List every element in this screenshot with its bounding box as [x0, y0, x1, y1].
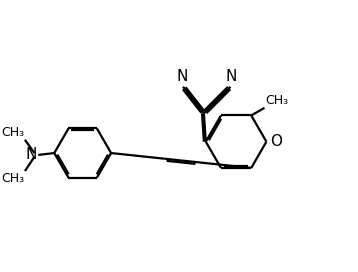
Text: CH₃: CH₃	[265, 94, 289, 107]
Text: CH₃: CH₃	[1, 172, 24, 185]
Text: O: O	[270, 134, 282, 149]
Text: N: N	[176, 69, 188, 84]
Text: N: N	[26, 147, 37, 162]
Text: CH₃: CH₃	[1, 126, 24, 139]
Text: N: N	[226, 69, 237, 84]
